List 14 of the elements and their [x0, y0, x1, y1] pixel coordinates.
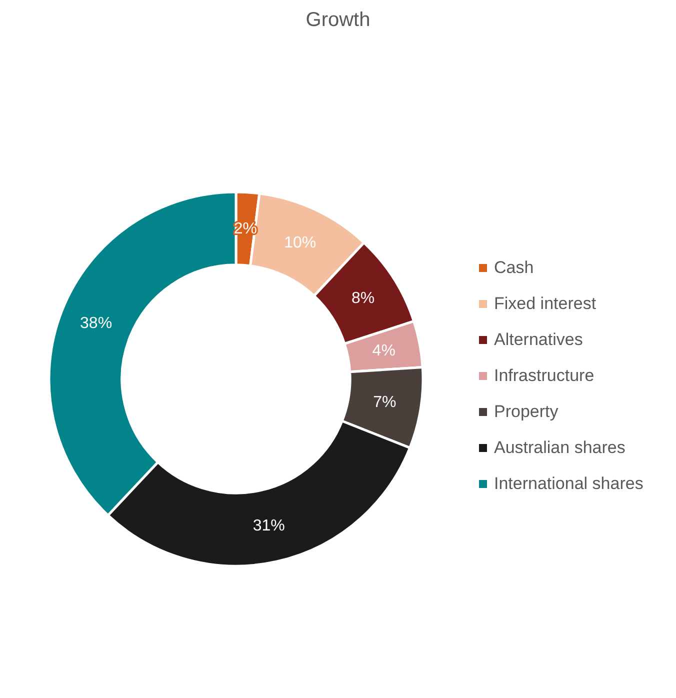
data-label: 10%	[284, 234, 316, 252]
data-label: 4%	[372, 342, 396, 360]
legend-label: Cash	[494, 258, 534, 278]
data-label: 7%	[373, 394, 396, 412]
legend-label: Property	[494, 402, 558, 422]
legend-label: Infrastructure	[494, 366, 594, 386]
chart-title: Growth	[306, 9, 370, 31]
legend-label: International shares	[494, 474, 644, 494]
data-label: 31%	[252, 517, 285, 534]
legend-label: Australian shares	[494, 438, 626, 458]
data-label: 38%	[80, 315, 112, 332]
data-label: 8%	[352, 290, 375, 307]
legend-label: Alternatives	[494, 330, 583, 350]
legend-label: Fixed interest	[494, 294, 596, 314]
